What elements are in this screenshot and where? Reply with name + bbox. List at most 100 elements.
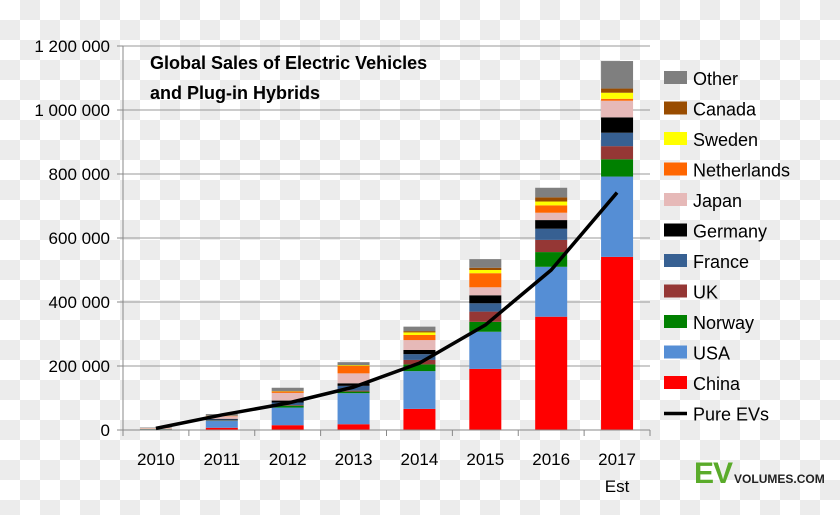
legend-swatch-usa	[664, 345, 687, 359]
bar-france-2015	[469, 303, 502, 312]
bar-other-2013	[337, 362, 370, 366]
bar-germany-2016	[535, 220, 568, 229]
bar-usa-2013	[337, 393, 370, 425]
bar-sweden-2017	[601, 92, 634, 99]
chart-title-line-1: Global Sales of Electric Vehicles	[150, 53, 427, 73]
bar-sweden-2014	[403, 332, 436, 335]
bar-other-2012	[271, 387, 304, 391]
bar-france-2014	[403, 354, 436, 360]
bar-netherlands-2012	[271, 391, 304, 393]
bar-canada-2015	[469, 267, 502, 270]
y-tick-label: 600 000	[49, 229, 110, 248]
legend-swatch-germany	[664, 223, 687, 237]
bar-other-2016	[535, 187, 568, 198]
bar-canada-2017	[601, 88, 634, 93]
bar-usa-2014	[403, 371, 436, 409]
bar-china-2015	[469, 368, 502, 430]
bar-uk-2015	[469, 311, 502, 322]
bar-netherlands-2013	[337, 366, 370, 374]
bar-canada-2014	[403, 331, 436, 333]
bar-china-2014	[403, 408, 436, 430]
legend-swatch-france	[664, 254, 687, 267]
bar-china-2012	[271, 425, 304, 430]
y-tick-label: 1 200 000	[34, 37, 110, 56]
ev-volumes-logo: EV VOLUMES.COM	[694, 457, 825, 491]
bar-usa-2016	[535, 266, 568, 317]
bar-other-2014	[403, 326, 436, 332]
bar-japan-2013	[337, 373, 370, 384]
x-tick-label: 2016	[532, 450, 570, 469]
legend-swatch-canada	[664, 101, 687, 115]
legend-label-china: China	[693, 374, 741, 394]
bar-usa-2012	[271, 407, 304, 426]
axes: 0 200 000 400 000 600 000 800 000 1 000 000 1 …	[34, 37, 651, 496]
bar-norway-2014	[403, 364, 436, 372]
bar-china-2013	[337, 424, 370, 430]
bar-france-2017	[601, 132, 634, 147]
x-tick-label: 2012	[269, 450, 307, 469]
bar-canada-2016	[535, 197, 568, 202]
legend-label-netherlands: Netherlands	[693, 161, 790, 181]
bar-sweden-2016	[535, 201, 568, 206]
bar-germany-2011	[205, 418, 238, 420]
bar-sweden-2013	[337, 365, 370, 366]
bar-netherlands-2017	[601, 98, 634, 101]
legend-label-canada: Canada	[693, 100, 757, 120]
legend-swatch-netherlands	[664, 162, 687, 176]
y-tick-label: 800 000	[49, 165, 110, 184]
y-tick-label: 200 000	[49, 357, 110, 376]
legend-swatch-china	[664, 376, 687, 389]
pure-ev-line-path	[155, 191, 619, 431]
bar-france-2016	[535, 228, 568, 240]
bar-germany-2013	[337, 383, 370, 386]
legend-label-usa: USA	[693, 344, 730, 364]
bar-netherlands-2016	[535, 205, 568, 213]
legend-label-pure-evs: Pure EVs	[693, 405, 769, 425]
legend-label-france: France	[693, 252, 749, 272]
bar-sweden-2015	[469, 270, 502, 274]
bar-usa-2015	[469, 331, 502, 369]
bar-norway-2017	[601, 159, 634, 177]
bar-uk-2012	[271, 405, 304, 406]
y-tick-label: 0	[101, 421, 110, 440]
bar-japan-2015	[469, 287, 502, 296]
bar-netherlands-2014	[403, 334, 436, 341]
x-tick-label: 2013	[335, 450, 373, 469]
bars	[139, 61, 634, 430]
legend-swatch-japan	[664, 193, 687, 206]
bar-japan-2016	[535, 212, 568, 221]
legend-swatch-sweden	[664, 132, 687, 145]
bar-norway-2013	[337, 391, 370, 394]
bar-china-2011	[205, 427, 238, 430]
logo-volumes: VOLUMES.COM	[734, 472, 825, 486]
bar-japan-2012	[271, 392, 304, 401]
bar-uk-2016	[535, 239, 568, 253]
bar-germany-2014	[403, 350, 436, 355]
legend-swatch-uk	[664, 284, 687, 298]
bar-france-2011	[205, 419, 238, 421]
x-tick-label: 2010	[137, 450, 175, 469]
bar-usa-2017	[601, 176, 634, 257]
legend: Other Canada Sweden Netherlands Japan Germany…	[664, 69, 790, 425]
legend-label-norway: Norway	[693, 313, 754, 333]
bar-usa-2011	[205, 421, 238, 428]
legend-label-uk: UK	[693, 283, 718, 303]
bar-japan-2010	[139, 428, 172, 429]
bar-other-2017	[601, 61, 634, 89]
x-tick-label: 2015	[466, 450, 504, 469]
bar-china-2016	[535, 316, 568, 430]
legend-label-germany: Germany	[693, 222, 767, 242]
bar-japan-2011	[205, 416, 238, 419]
x-tick-label: 2014	[401, 450, 439, 469]
bar-germany-2017	[601, 117, 634, 133]
logo-ev: EV	[694, 457, 733, 490]
bar-uk-2017	[601, 146, 634, 160]
legend-label-other: Other	[693, 69, 738, 89]
bar-uk-2013	[337, 390, 370, 392]
chart-title-line-2: and Plug-in Hybrids	[150, 83, 320, 103]
bar-germany-2015	[469, 295, 502, 304]
bar-norway-2012	[271, 405, 304, 408]
legend-swatch-norway	[664, 315, 687, 328]
bar-japan-2017	[601, 100, 634, 118]
